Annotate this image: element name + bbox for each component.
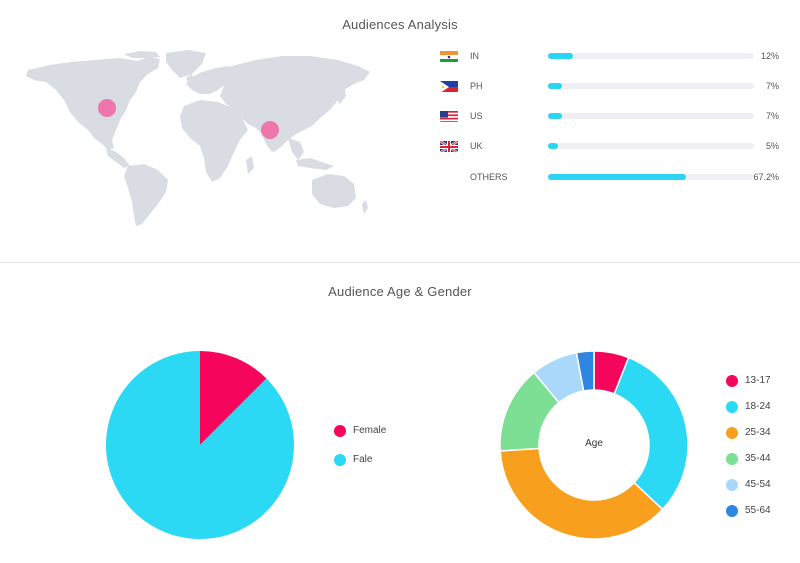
legend-label: 35-44 xyxy=(745,453,771,464)
country-code: IN xyxy=(470,51,479,61)
progress-track xyxy=(548,143,754,149)
country-row-ph: PH 7% xyxy=(440,80,795,96)
legend-label: 45-54 xyxy=(745,479,771,490)
age-donut-chart xyxy=(499,350,689,540)
country-percent: 7% xyxy=(765,111,779,121)
progress-track xyxy=(548,174,754,180)
progress-fill xyxy=(548,83,563,89)
progress-fill xyxy=(548,143,559,149)
country-code: US xyxy=(470,111,483,121)
legend-label: 55-64 xyxy=(745,505,771,516)
slice-25-34 xyxy=(499,447,664,540)
country-code: PH xyxy=(470,81,483,91)
donut-center-label: Age xyxy=(585,438,603,449)
progress-track xyxy=(548,83,754,89)
progress-fill xyxy=(548,174,687,180)
slice-fale xyxy=(105,351,294,539)
india-flag-icon xyxy=(440,50,458,62)
progress-track xyxy=(548,113,754,119)
slice-18-24 xyxy=(613,356,689,511)
uk-flag-icon xyxy=(440,140,458,152)
progress-fill xyxy=(548,53,573,59)
legend-label: Fale xyxy=(353,454,373,465)
country-code: UK xyxy=(470,141,483,151)
progress-track xyxy=(548,53,754,59)
audiences-title: Audiences Analysis xyxy=(342,17,458,32)
legend-swatch xyxy=(726,479,738,491)
country-row-others: OTHERS 67.2% xyxy=(440,171,795,187)
slice-female xyxy=(200,351,267,445)
country-percent: 5% xyxy=(765,141,779,151)
country-row-in: IN 12% xyxy=(440,50,795,66)
legend-swatch xyxy=(726,401,738,413)
progress-fill xyxy=(548,113,563,119)
legend-swatch xyxy=(726,505,738,517)
country-percent: 67.2% xyxy=(753,172,779,182)
legend-label: 18-24 xyxy=(745,401,771,412)
philippines-flag-icon xyxy=(440,80,458,92)
country-row-us: US 7% xyxy=(440,110,795,126)
us-map-marker xyxy=(98,99,116,117)
country-percent: 12% xyxy=(760,51,779,61)
section-divider xyxy=(0,262,800,263)
country-percent: 7% xyxy=(765,81,779,91)
country-row-uk: UK 5% xyxy=(440,140,795,156)
legend-swatch xyxy=(726,375,738,387)
legend-label: 25-34 xyxy=(745,427,771,438)
india-map-marker xyxy=(261,121,279,139)
world-map xyxy=(26,50,370,226)
legend-swatch xyxy=(726,453,738,465)
legend-label: Female xyxy=(353,425,387,436)
legend-label: 13-17 xyxy=(745,375,771,386)
slice-55-64 xyxy=(575,350,595,392)
legend-swatch xyxy=(334,425,346,437)
legend-swatch xyxy=(726,427,738,439)
usa-flag-icon xyxy=(440,110,458,122)
age-gender-title: Audience Age & Gender xyxy=(328,284,472,299)
legend-swatch xyxy=(334,454,346,466)
country-code: OTHERS xyxy=(470,172,508,182)
gender-pie-chart xyxy=(105,351,294,539)
